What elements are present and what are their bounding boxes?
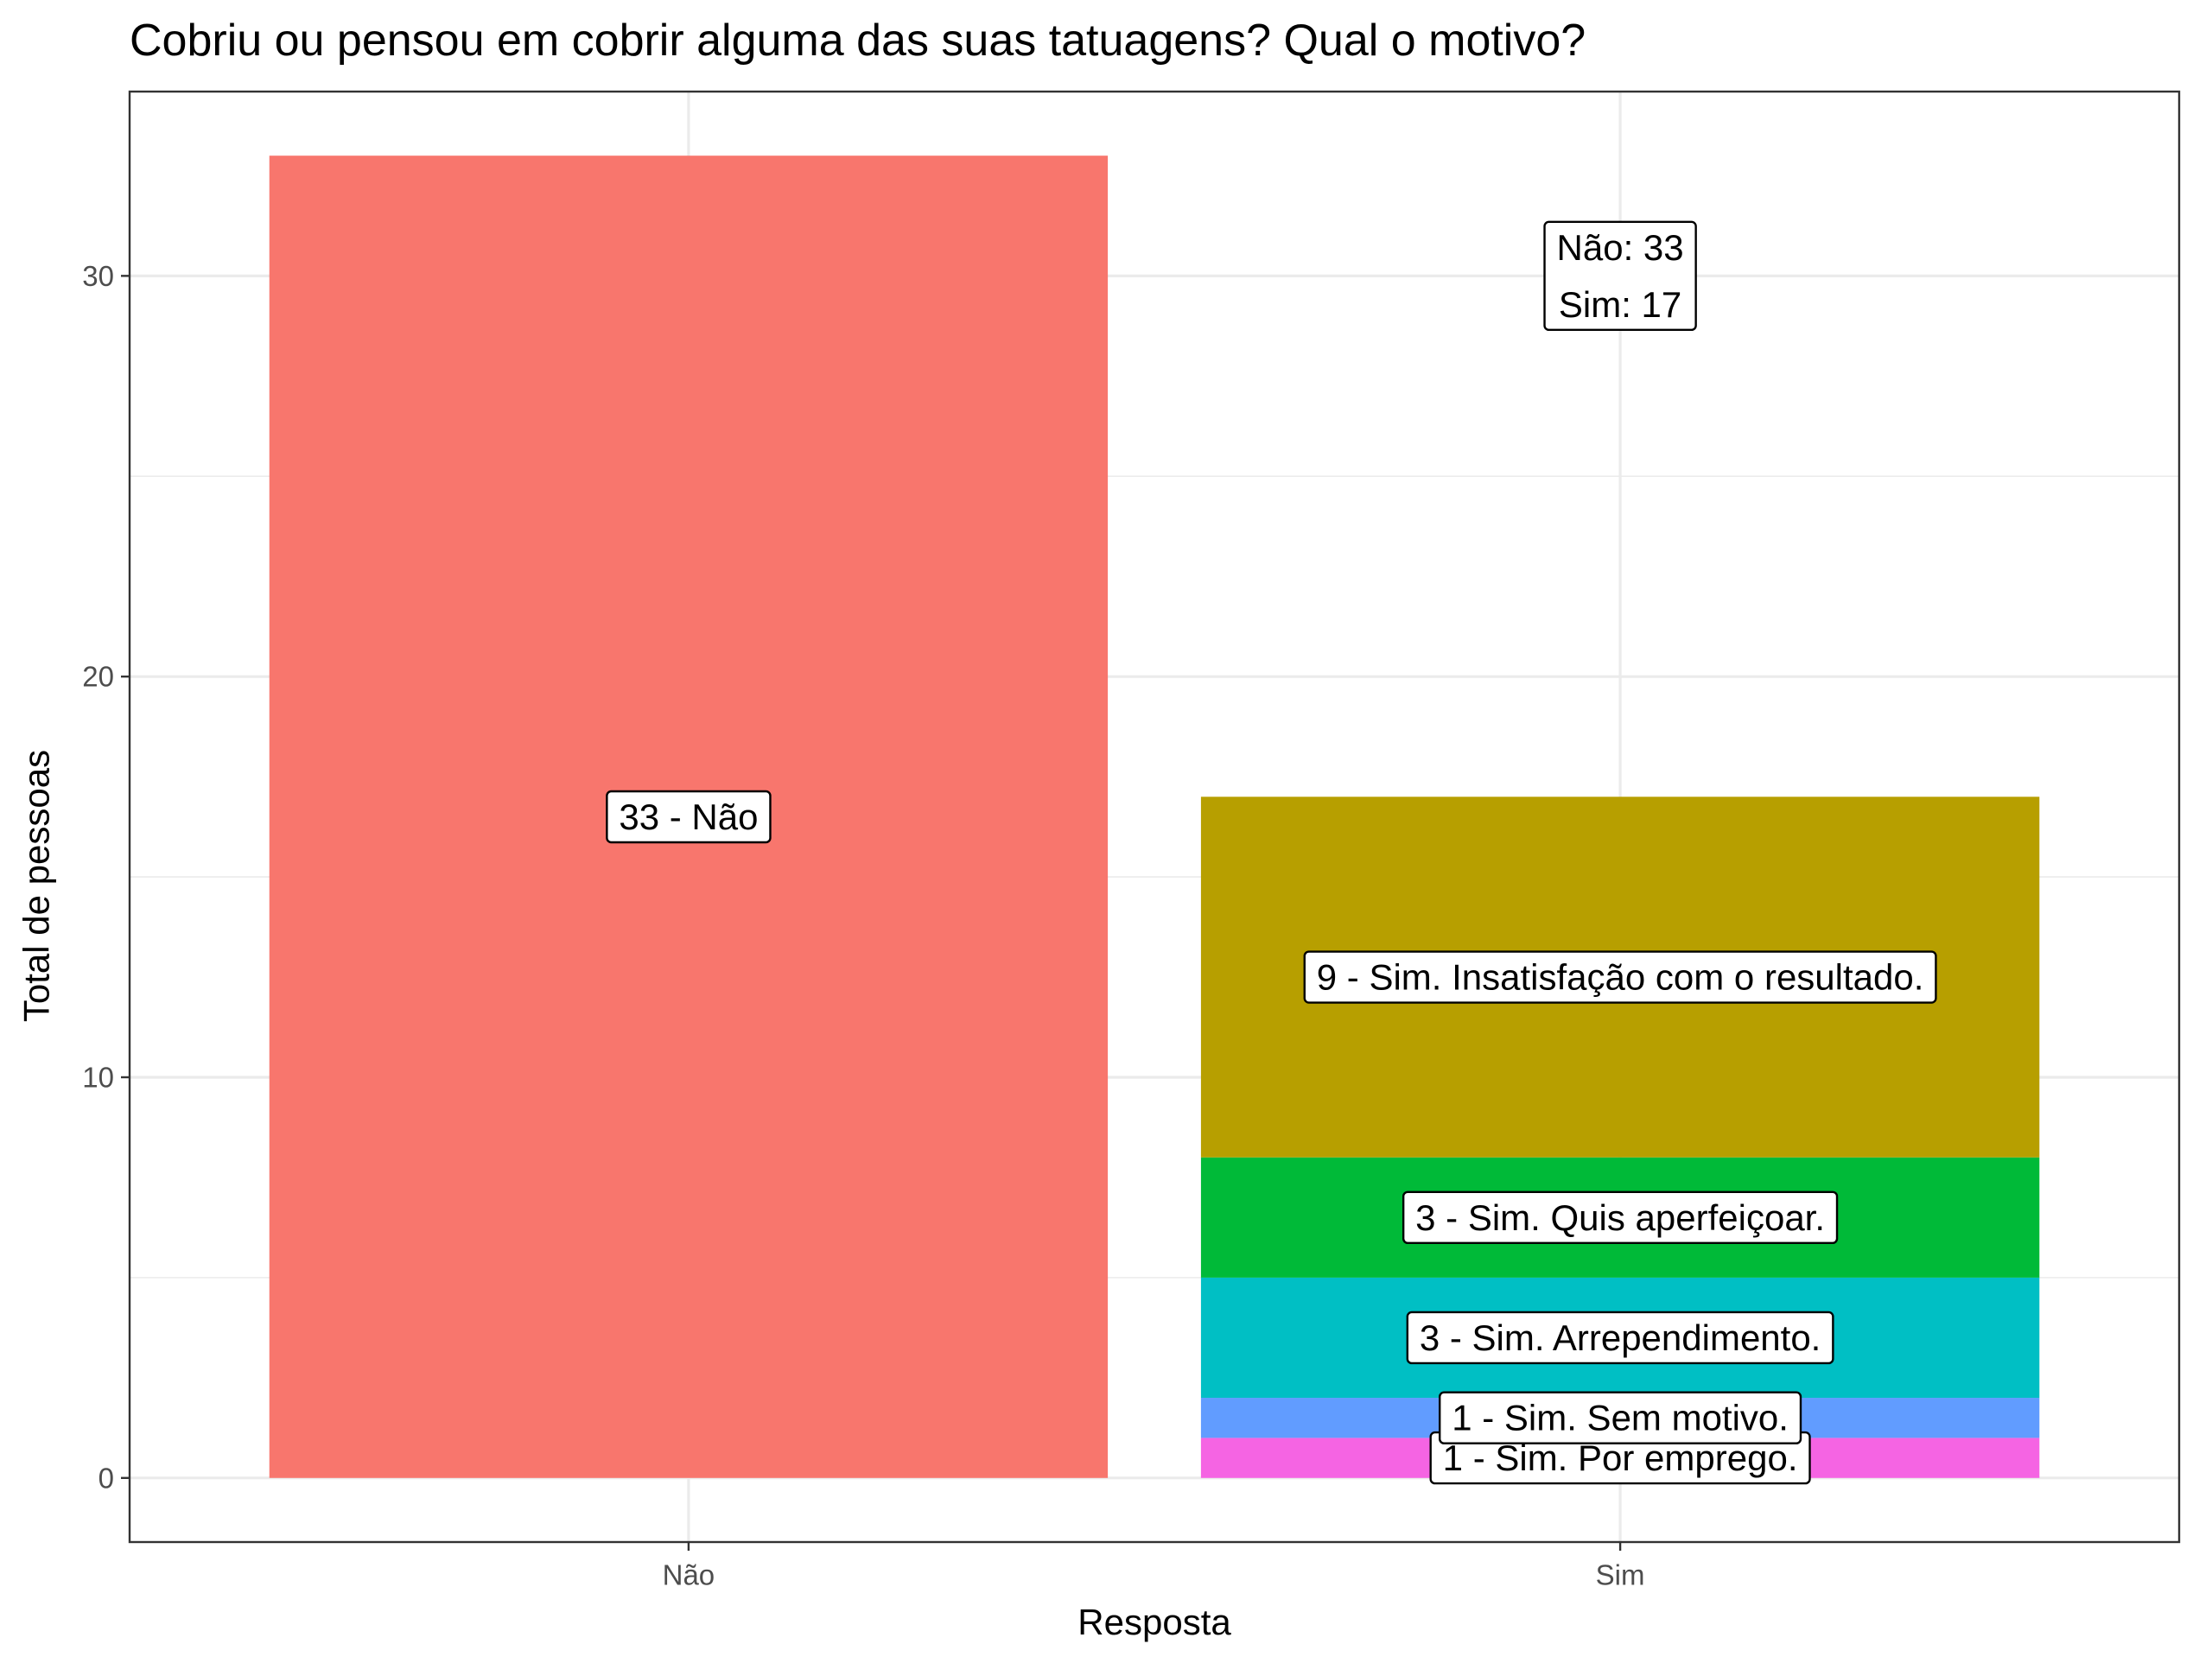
segment-label: 1 - Sim. Por emprego. bbox=[1429, 1431, 1811, 1485]
segment-label: 9 - Sim. Insatisfação com o resultado. bbox=[1303, 950, 1937, 1004]
segment-label-text: 1 - Sim. Sem motivo. bbox=[1452, 1398, 1789, 1438]
segment-label-box bbox=[1402, 1190, 1839, 1245]
segment-label-box bbox=[1406, 1311, 1834, 1365]
annotation-box bbox=[1543, 220, 1697, 332]
segment-label-text: 3 - Sim. Quis aperfeiçoar. bbox=[1415, 1197, 1825, 1238]
bars bbox=[269, 156, 2040, 1478]
x-axis-title: Resposta bbox=[1077, 1602, 1231, 1642]
y-tick-label: 0 bbox=[99, 1462, 114, 1494]
y-axis-title: Total de pessoas bbox=[16, 750, 57, 1022]
y-tick-label: 30 bbox=[82, 260, 114, 292]
segment-label-box bbox=[1303, 950, 1937, 1004]
annotation-line: Não: 33 bbox=[1557, 227, 1684, 268]
y-tick-label: 10 bbox=[82, 1061, 114, 1093]
x-tick-label: Sim bbox=[1596, 1559, 1645, 1591]
segment-labels: 33 - Não 1 - Sim. Por emprego.1 - Sim. Se… bbox=[606, 790, 1937, 1485]
segment-label-box bbox=[1439, 1391, 1802, 1444]
annotation-line: Sim: 17 bbox=[1559, 284, 1681, 325]
segment-label-text: 1 - Sim. Por emprego. bbox=[1443, 1438, 1798, 1478]
axes: 0 10 20 30 Não Sim bbox=[82, 260, 1644, 1591]
panel-border bbox=[128, 90, 2181, 1544]
totals-annotation: Não: 33 Sim: 17 bbox=[1543, 220, 1697, 332]
segment-label-text: 9 - Sim. Insatisfação com o resultado. bbox=[1317, 957, 1924, 998]
chart-title: Cobriu ou pensou em cobrir alguma das su… bbox=[130, 16, 1586, 66]
segment-label: 1 - Sim. Sem motivo. bbox=[1439, 1391, 1802, 1444]
segment-label: 3 - Sim. Quis aperfeiçoar. bbox=[1402, 1190, 1839, 1245]
segment-label-box bbox=[606, 790, 772, 844]
x-tick-label: Não bbox=[663, 1559, 715, 1591]
y-tick-label: 20 bbox=[82, 661, 114, 693]
segment-label: 3 - Sim. Arrependimento. bbox=[1406, 1311, 1834, 1365]
segment-label-text: 3 - Sim. Arrependimento. bbox=[1420, 1317, 1821, 1358]
segment-label-text: 33 - Não bbox=[619, 797, 758, 837]
segment-label: 33 - Não bbox=[606, 790, 772, 844]
